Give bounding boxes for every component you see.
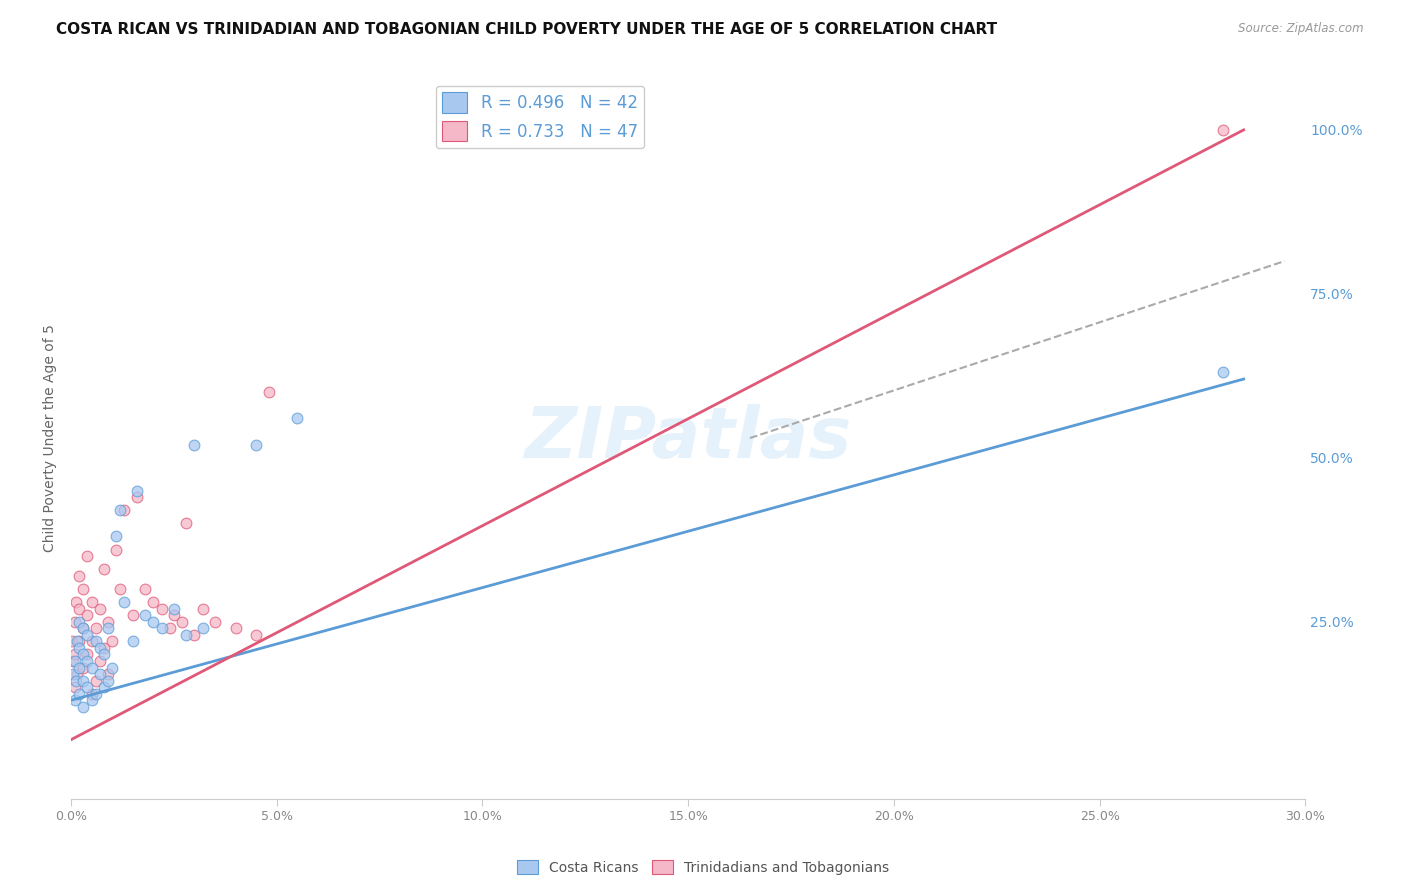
Point — [80, 687, 103, 701]
Point — [257, 385, 280, 400]
Point — [65, 595, 87, 609]
Point — [63, 648, 86, 662]
Point — [105, 529, 128, 543]
Point — [101, 660, 124, 674]
Point — [67, 634, 90, 648]
Point — [72, 660, 94, 674]
Point — [84, 621, 107, 635]
Point — [204, 615, 226, 629]
Point — [150, 621, 173, 635]
Legend: Costa Ricans, Trinidadians and Tobagonians: Costa Ricans, Trinidadians and Tobagonia… — [512, 855, 894, 880]
Point — [62, 654, 84, 668]
Point — [63, 680, 86, 694]
Point — [163, 601, 186, 615]
Point — [76, 628, 98, 642]
Point — [60, 634, 83, 648]
Point — [110, 582, 132, 596]
Point — [174, 628, 197, 642]
Point — [72, 621, 94, 635]
Point — [84, 687, 107, 701]
Point — [114, 595, 136, 609]
Point — [114, 503, 136, 517]
Text: Source: ZipAtlas.com: Source: ZipAtlas.com — [1239, 22, 1364, 36]
Point — [172, 615, 194, 629]
Point — [97, 621, 120, 635]
Point — [76, 648, 98, 662]
Point — [80, 595, 103, 609]
Point — [134, 608, 156, 623]
Point — [225, 621, 247, 635]
Point — [89, 601, 111, 615]
Point — [245, 437, 267, 451]
Point — [76, 654, 98, 668]
Point — [63, 615, 86, 629]
Point — [72, 621, 94, 635]
Point — [67, 660, 90, 674]
Point — [1212, 366, 1234, 380]
Point — [183, 437, 205, 451]
Point — [67, 601, 90, 615]
Y-axis label: Child Poverty Under the Age of 5: Child Poverty Under the Age of 5 — [44, 324, 58, 552]
Point — [134, 582, 156, 596]
Point — [93, 640, 115, 655]
Point — [1212, 123, 1234, 137]
Point — [150, 601, 173, 615]
Point — [125, 490, 148, 504]
Point — [183, 628, 205, 642]
Point — [97, 615, 120, 629]
Point — [76, 680, 98, 694]
Point — [97, 673, 120, 688]
Point — [67, 687, 90, 701]
Point — [67, 615, 90, 629]
Point — [80, 660, 103, 674]
Point — [72, 673, 94, 688]
Point — [110, 503, 132, 517]
Point — [191, 601, 214, 615]
Point — [72, 699, 94, 714]
Point — [76, 549, 98, 563]
Point — [125, 483, 148, 498]
Point — [84, 673, 107, 688]
Point — [105, 542, 128, 557]
Point — [142, 595, 165, 609]
Point — [191, 621, 214, 635]
Point — [89, 667, 111, 681]
Point — [80, 693, 103, 707]
Point — [72, 582, 94, 596]
Point — [62, 667, 84, 681]
Point — [66, 634, 89, 648]
Point — [89, 640, 111, 655]
Text: COSTA RICAN VS TRINIDADIAN AND TOBAGONIAN CHILD POVERTY UNDER THE AGE OF 5 CORRE: COSTA RICAN VS TRINIDADIAN AND TOBAGONIA… — [56, 22, 997, 37]
Point — [93, 648, 115, 662]
Point — [121, 634, 143, 648]
Point — [163, 608, 186, 623]
Point — [93, 562, 115, 576]
Point — [84, 634, 107, 648]
Point — [245, 628, 267, 642]
Point — [67, 568, 90, 582]
Point — [66, 667, 89, 681]
Point — [72, 648, 94, 662]
Point — [80, 634, 103, 648]
Point — [93, 680, 115, 694]
Point — [89, 654, 111, 668]
Point — [101, 634, 124, 648]
Point — [174, 516, 197, 531]
Point — [65, 673, 87, 688]
Legend: R = 0.496   N = 42, R = 0.733   N = 47: R = 0.496 N = 42, R = 0.733 N = 47 — [436, 86, 644, 148]
Point — [285, 411, 308, 425]
Point — [63, 693, 86, 707]
Point — [159, 621, 181, 635]
Text: ZIPatlas: ZIPatlas — [524, 403, 852, 473]
Point — [76, 608, 98, 623]
Point — [97, 667, 120, 681]
Point — [63, 654, 86, 668]
Point — [67, 640, 90, 655]
Point — [121, 608, 143, 623]
Point — [142, 615, 165, 629]
